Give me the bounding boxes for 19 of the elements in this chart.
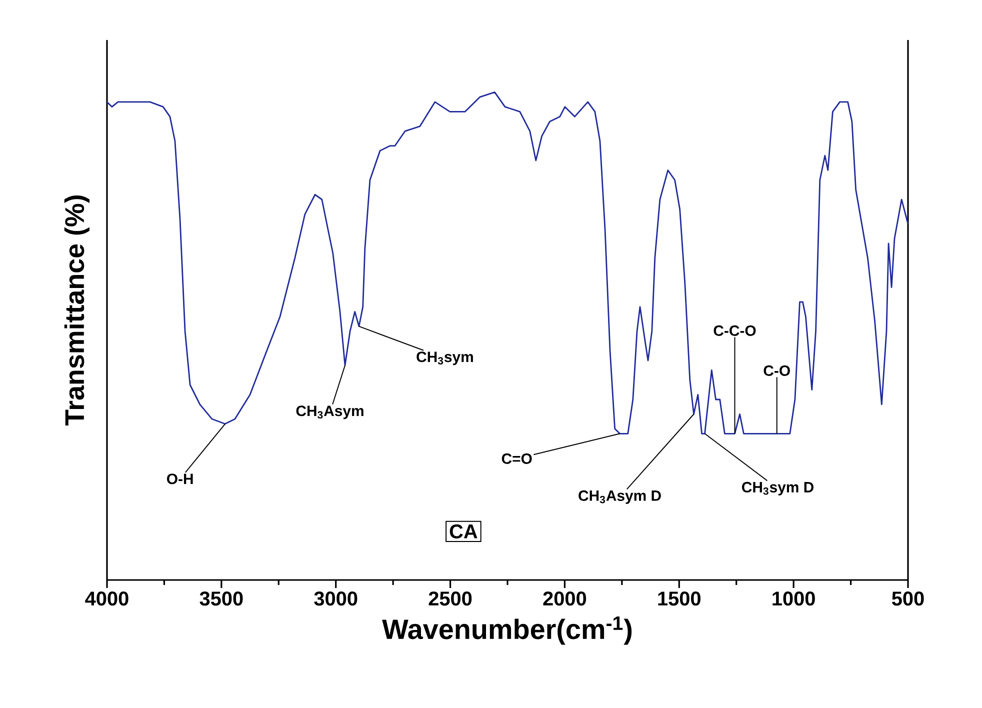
- x-tick-label: 2000: [543, 592, 586, 606]
- annotation: CH$_{3}$sym D: [742, 482, 814, 496]
- x-tick-label: 2500: [428, 592, 472, 606]
- x-tick-label: 1000: [772, 592, 815, 606]
- annotation: C-O: [764, 365, 790, 376]
- x-tick-label: 3000: [314, 592, 358, 606]
- annotation: C-C-O: [714, 325, 756, 336]
- x-tick-label: 3500: [200, 592, 243, 606]
- y-axis-title: Transmittance (%): [64, 196, 90, 426]
- annotation: CA: [450, 524, 478, 538]
- annotation: O-H: [166, 474, 193, 484]
- x-axis-title: Wavenumber(cm$^{-1}$): [382, 616, 632, 645]
- x-tick-label: 4000: [85, 592, 128, 606]
- annotation: CH$_{3}$sym: [416, 352, 473, 366]
- x-tick-label: 1500: [658, 592, 700, 606]
- x-tick-label: 500: [892, 592, 924, 606]
- annotation: CH$_{3}$Asym D: [578, 490, 661, 504]
- annotation: C=O: [502, 453, 532, 464]
- annotation: CH$_{3}$Asym: [296, 406, 364, 420]
